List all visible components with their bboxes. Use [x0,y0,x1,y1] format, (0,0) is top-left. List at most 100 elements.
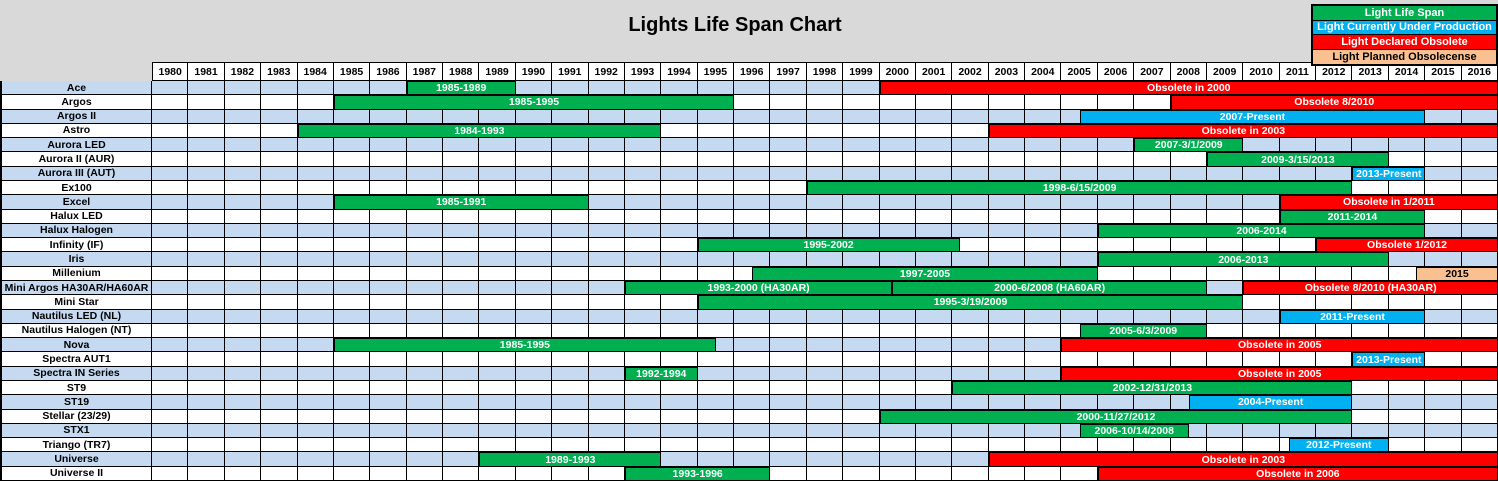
grid-cell [1134,195,1171,210]
grid-cell [661,181,698,196]
grid-cell [661,295,698,310]
grid-cell [806,395,844,410]
grid-cell [915,109,953,124]
grid-cell [697,109,735,124]
grid-cell [333,395,371,410]
grid-cell [443,238,480,253]
grid-cell [843,452,880,467]
grid-cell [1170,209,1207,224]
grid-cell [1025,252,1062,267]
grid-cell [1025,466,1062,481]
obsolete-bar: Obsolete in 2006 [1097,466,1498,481]
grid-cell [697,209,735,224]
grid-cell [1461,166,1498,181]
grid-cell [370,366,407,381]
grid-cell [297,338,334,353]
grid-cell [697,366,735,381]
grid-cell [261,95,298,110]
grid-cell [552,466,589,481]
grid-cell [1061,223,1098,239]
grid-cell [734,195,771,210]
grid-cell [297,438,334,453]
grid-cell [1279,238,1317,253]
grid-cell [443,138,480,153]
grid-cell [1134,95,1171,110]
lifespan-bar: 1985-1991 [333,195,589,210]
grid-cell [734,252,771,267]
grid-cell [806,95,844,110]
grid-cell [915,381,953,396]
grid-cell [1170,352,1207,367]
grid-cell [406,181,444,196]
grid-cell [770,366,807,381]
year-header-2016: 2016 [1461,62,1498,81]
row-label: Triango (TR7) [0,438,152,453]
grid-cell [406,266,444,281]
grid-cell [1243,195,1280,210]
grid-cell [1025,366,1062,381]
grid-cell [697,409,735,424]
grid-cell [588,238,625,253]
grid-cell [1243,266,1280,281]
legend-item-lifespan: Light Life Span [1313,6,1496,21]
grid-cell [661,438,698,453]
grid-cell [624,252,662,267]
grid-cell [879,152,916,167]
grid-cell [479,395,516,410]
grid-cell [406,166,444,181]
grid-cell [1243,209,1280,224]
grid-cell [588,152,625,167]
grid-cell [1134,309,1171,324]
grid-cell [1461,223,1498,239]
grid-cell [1461,138,1498,153]
grid-cell [552,81,589,96]
grid-cell [879,138,916,153]
grid-cell [1025,195,1062,210]
grid-cell [224,209,262,224]
year-header-1982: 1982 [224,62,262,81]
grid-cell [697,123,735,139]
grid-cell [333,295,371,310]
grid-cell [479,109,516,124]
grid-cell [224,452,262,467]
row-label: Ex100 [0,181,152,196]
grid-cell [261,166,298,181]
grid-cell [552,181,589,196]
grid-cell [333,281,371,296]
grid-cell [952,223,989,239]
grid-cell [1461,409,1498,424]
grid-cell [224,366,262,381]
grid-cell [1316,423,1353,439]
grid-cell [188,81,225,96]
grid-cell [297,252,334,267]
grid-cell [988,309,1026,324]
grid-cell [770,338,807,353]
grid-cell [624,395,662,410]
row-label: Excel [0,195,152,210]
grid-cell [261,238,298,253]
grid-cell [770,352,807,367]
grid-cell [1425,209,1462,224]
grid-cell [1243,323,1280,339]
grid-cell [552,309,589,324]
grid-cell [152,452,189,467]
grid-cell [1316,323,1353,339]
grid-cell [770,81,807,96]
grid-cell [297,352,334,367]
grid-cell [479,295,516,310]
grid-cell [188,181,225,196]
grid-cell [370,466,407,481]
grid-cell [515,423,553,439]
grid-cell [552,395,589,410]
grid-cell [1279,138,1317,153]
year-header-1984: 1984 [297,62,334,81]
row-label: Iris [0,252,152,267]
grid-cell [952,95,989,110]
grid-cell [661,223,698,239]
grid-cell [297,466,334,481]
grid-cell [661,81,698,96]
grid-cell [333,423,371,439]
grid-cell [188,138,225,153]
grid-cell [333,366,371,381]
